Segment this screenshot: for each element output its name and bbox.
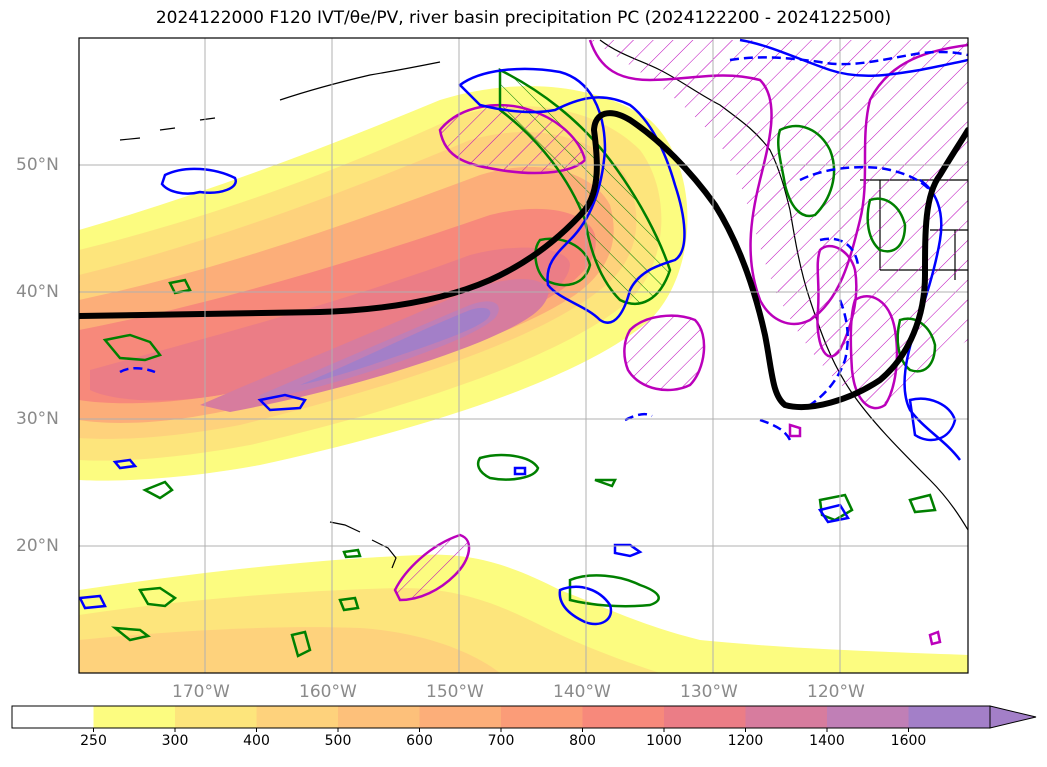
colorbar-level-label: 250 xyxy=(80,733,107,749)
lon-label-120w: 120°W xyxy=(807,682,865,702)
colorbar-level-label: 500 xyxy=(324,733,352,749)
colorbar-level-label: 1000 xyxy=(646,733,682,749)
colorbar-level-label: 700 xyxy=(487,733,515,749)
colorbar-segment xyxy=(908,706,991,728)
pv-dashed-contours xyxy=(119,50,968,441)
colorbar-segment xyxy=(745,706,828,728)
ivt-shading xyxy=(79,86,968,673)
colorbar-segment xyxy=(93,706,176,728)
colorbar-level-label: 400 xyxy=(243,733,270,749)
map-title: 2024122000 F120 IVT/θe/PV, river basin p… xyxy=(155,8,892,28)
lat-label-30n: 30°N xyxy=(16,409,59,429)
map-frame xyxy=(78,37,969,674)
gridlines xyxy=(79,38,968,673)
colorbar-segment xyxy=(256,706,339,728)
colorbar-level-label: 300 xyxy=(161,733,189,749)
colorbar xyxy=(11,705,1037,732)
thetae-contour xyxy=(79,110,968,410)
colorbar-segment xyxy=(827,706,909,728)
lon-label-150w: 150°W xyxy=(426,682,484,702)
colorbar-segment xyxy=(582,706,665,728)
colorbar-level-label: 1400 xyxy=(809,733,845,749)
colorbar-segment xyxy=(338,706,420,728)
colorbar-level-label: 600 xyxy=(406,733,433,749)
lon-label-160w: 160°W xyxy=(299,682,357,702)
lat-label-40n: 40°N xyxy=(16,282,59,302)
colorbar-segment xyxy=(664,706,746,728)
colorbar-segment xyxy=(12,706,94,728)
colorbar-extend-arrow xyxy=(989,705,1037,729)
lat-label-20n: 20°N xyxy=(16,536,59,556)
colorbar-level-label: 1200 xyxy=(727,733,764,749)
colorbar-level-label: 1600 xyxy=(890,733,927,749)
lon-label-170w: 170°W xyxy=(172,682,230,702)
colorbar-segment xyxy=(175,706,257,728)
lon-label-140w: 140°W xyxy=(553,682,611,702)
lon-label-130w: 130°W xyxy=(680,682,738,702)
colorbar-segment xyxy=(501,706,583,728)
colorbar-segment xyxy=(419,706,502,728)
colorbar-level-label: 800 xyxy=(569,733,596,749)
lat-label-50n: 50°N xyxy=(16,155,59,175)
